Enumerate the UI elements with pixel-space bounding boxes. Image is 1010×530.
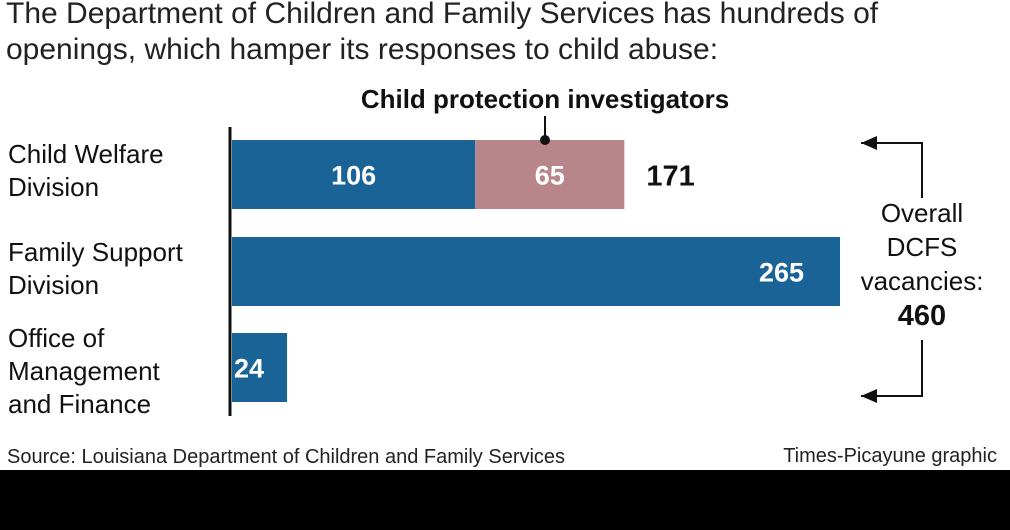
bracket-top-line — [861, 142, 923, 198]
bracket-top-arrow-icon — [861, 136, 877, 150]
bar-chart: 106 65 171 265 24 Child protection investiga… — [228, 84, 984, 416]
bracket-bottom-arrow-icon — [861, 389, 877, 403]
chart-canvas: The Department of Children and Family Se… — [0, 0, 1010, 470]
bracket-bottom-line — [861, 340, 923, 397]
category-label-line: Division — [8, 172, 100, 202]
bar-investigators-row-0 — [475, 140, 625, 209]
bar-other-row-2 — [232, 333, 288, 402]
row-total-label: 171 — [646, 161, 694, 193]
bar-value-label: 24 — [234, 354, 264, 384]
series-annotation-label: Child protection investigators — [361, 84, 729, 114]
category-label-line: Division — [8, 270, 100, 300]
source-note: Source: Louisiana Department of Children… — [7, 446, 566, 468]
category-label-office-management: Office of Management and Finance — [8, 322, 160, 421]
bar-other-row-1 — [232, 237, 840, 306]
graphic-credit: Times-Picayune graphic — [783, 445, 997, 467]
bar-value-label: 265 — [759, 258, 804, 288]
category-label-line: and Finance — [8, 389, 152, 419]
bar-value-label: 106 — [331, 161, 376, 191]
category-label-line: Child Welfare — [8, 139, 164, 169]
category-label-family-support: Family Support Division — [8, 236, 183, 302]
category-label-line: Management — [8, 356, 160, 386]
chart-title: The Department of Children and Family Se… — [6, 0, 879, 66]
category-label-line: Office of — [8, 323, 105, 353]
bar-value-label: 65 — [535, 161, 565, 191]
overall-label-line: vacancies: — [861, 266, 984, 296]
category-label-line: Family Support — [8, 237, 183, 267]
overall-label-line: Overall — [881, 198, 963, 228]
overall-total-value: 460 — [898, 300, 946, 332]
bar-other-row-0 — [232, 140, 476, 209]
bars-layer: 106 65 171 265 24 — [232, 140, 840, 402]
overall-label-line: DCFS — [887, 232, 958, 262]
annotation-dot — [540, 135, 550, 145]
category-label-child-welfare: Child Welfare Division — [8, 138, 164, 204]
